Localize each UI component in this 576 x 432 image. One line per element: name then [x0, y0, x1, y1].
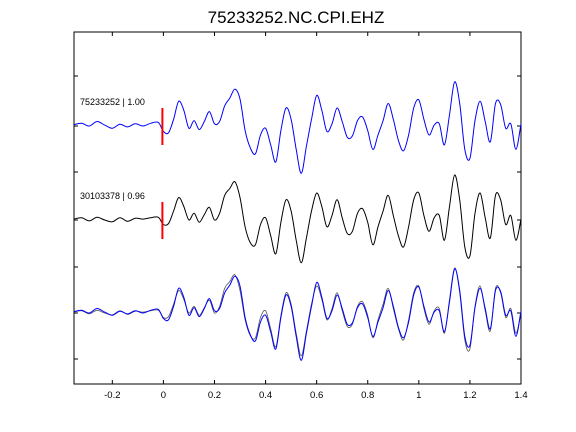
axes-frame — [73, 31, 522, 385]
x-tick-label: 0.8 — [361, 390, 374, 401]
trace-label: 75233252 | 1.00 — [80, 97, 145, 107]
x-tick-label: 1.2 — [463, 390, 476, 401]
x-tick-label: -0.2 — [104, 390, 120, 401]
x-axis-ticks — [111, 32, 522, 384]
x-tick-label: 0.2 — [208, 390, 221, 401]
trace-75233252-overlay — [73, 268, 522, 361]
x-tick-label: 0.6 — [310, 390, 323, 401]
x-tick-label: 1.4 — [514, 390, 527, 401]
x-tick-label: 0.4 — [259, 390, 272, 401]
x-axis-tick-labels: -0.2 0 0.2 0.4 0.6 0.8 1 1.2 1.4 — [104, 390, 527, 401]
x-tick-label: 0 — [161, 390, 166, 401]
trace-30103378 — [73, 174, 522, 264]
trace-75233252 — [73, 81, 522, 174]
trace-label: 30103378 | 0.96 — [80, 191, 145, 201]
plot-area: -0.2 0 0.2 0.4 0.6 0.8 1 1.2 1.4 75233252 | 1.00… — [73, 31, 528, 401]
waveform-traces — [73, 81, 522, 361]
chart-title: 75233252.NC.CPI.EHZ — [208, 8, 385, 27]
x-tick-label: 1 — [416, 390, 421, 401]
trace-labels: 75233252 | 1.00 30103378 | 0.96 — [80, 97, 145, 201]
